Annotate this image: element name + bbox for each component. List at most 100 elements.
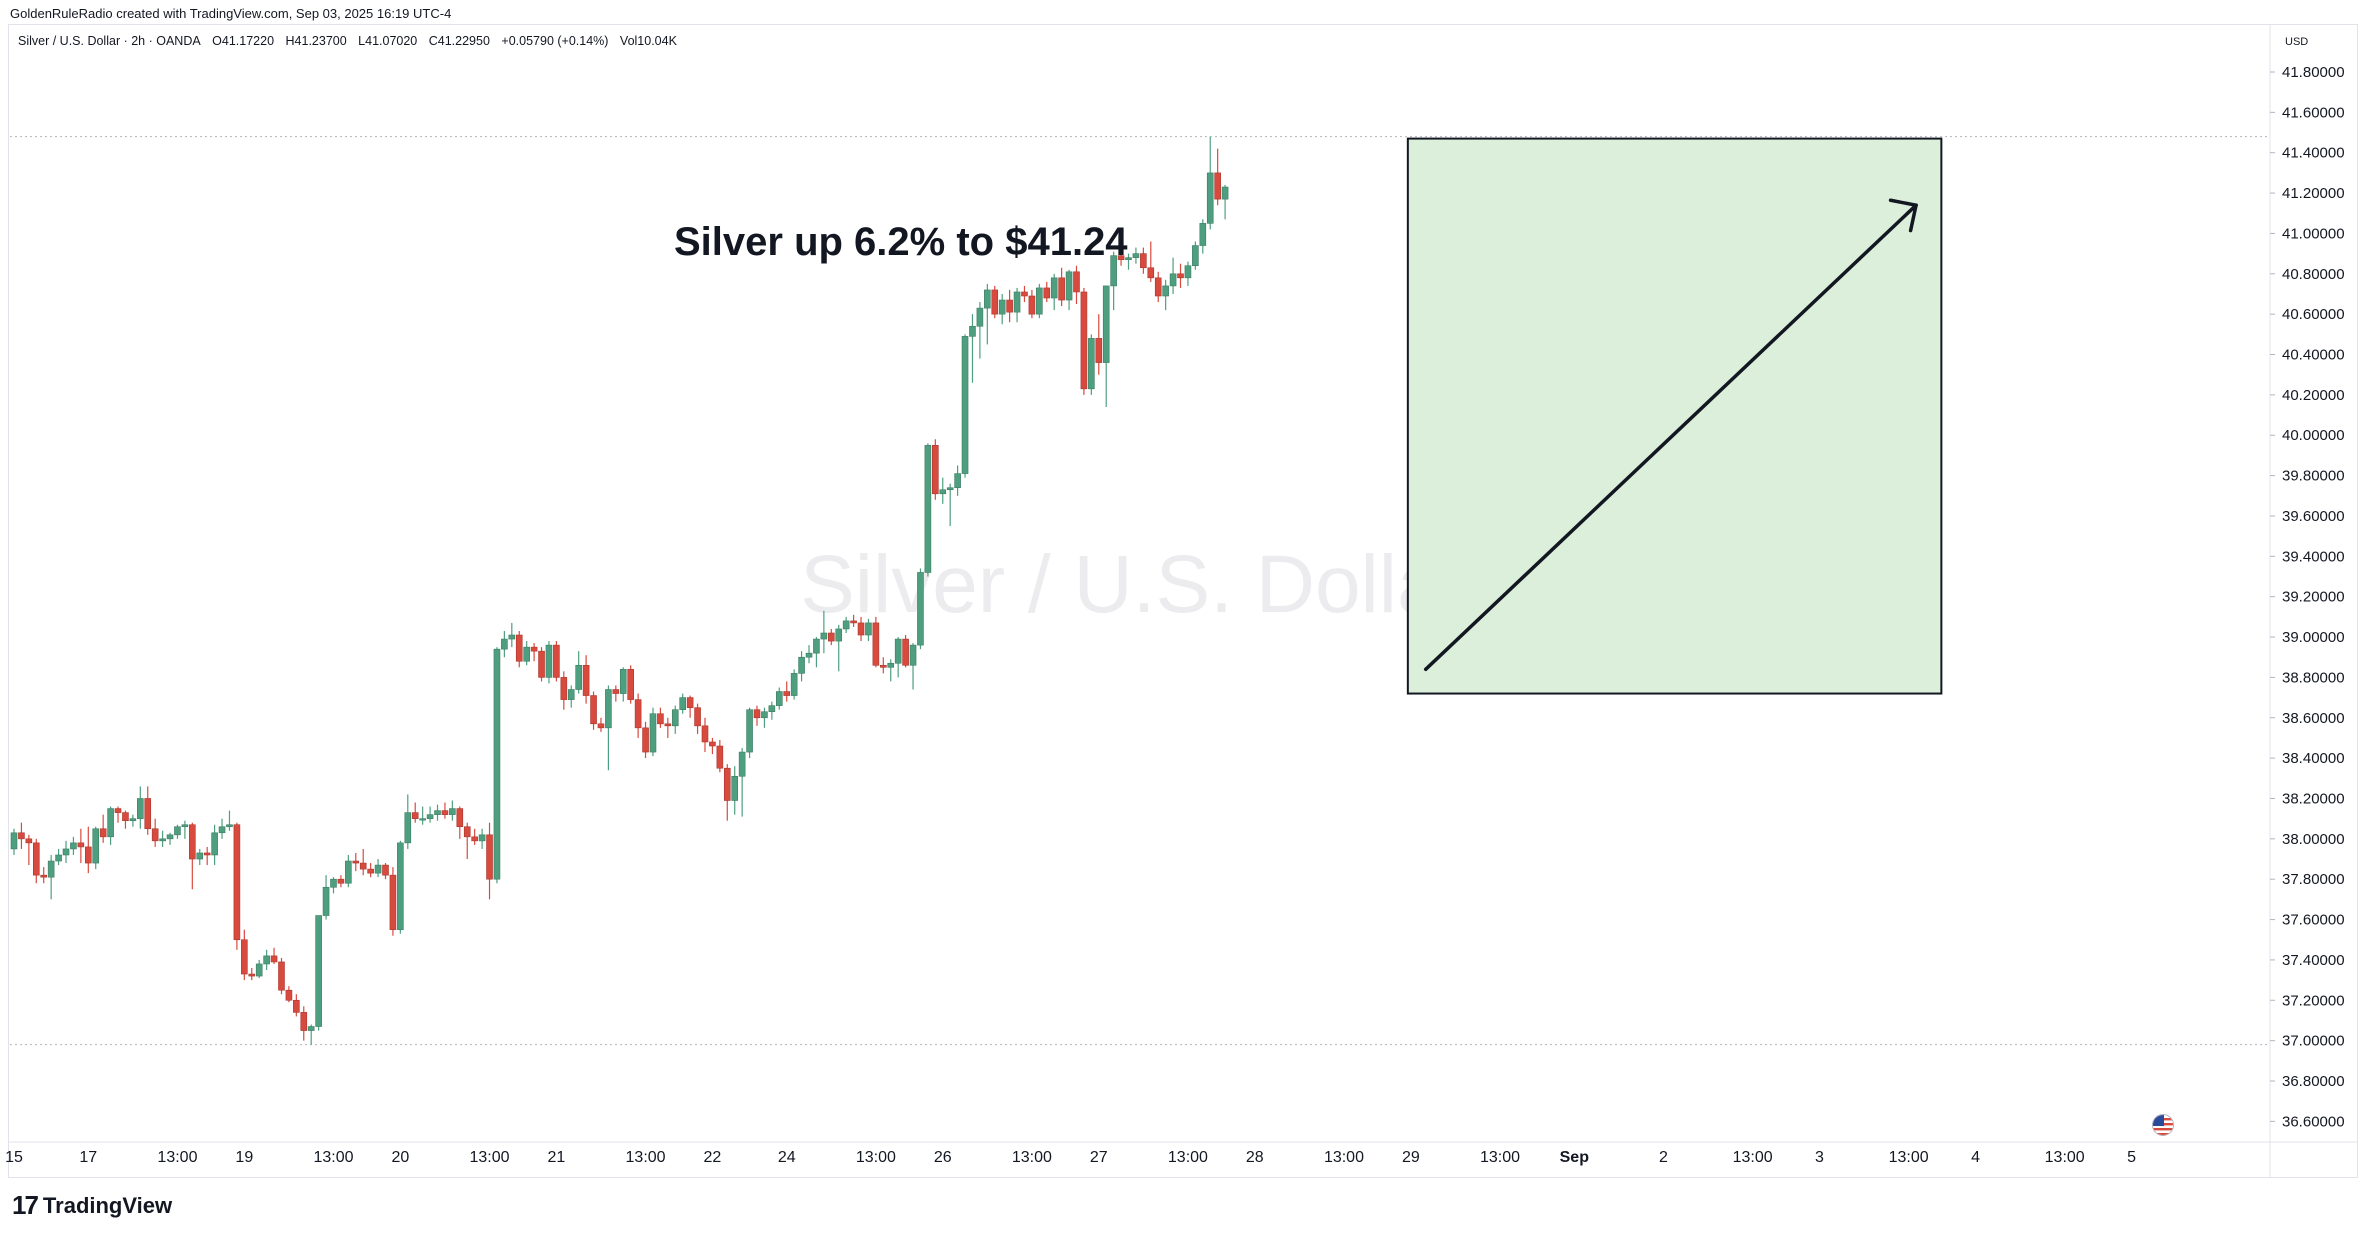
high-value: H41.23700: [285, 34, 347, 48]
candle-body: [426, 814, 434, 819]
candle-up: [545, 641, 553, 684]
candle-up: [1050, 273, 1058, 311]
candle-up: [434, 804, 441, 821]
candle-up: [731, 766, 739, 815]
currency-label[interactable]: USD: [2285, 36, 2309, 48]
candle-down: [701, 717, 709, 753]
candle-up: [909, 643, 917, 690]
candle-down: [686, 695, 694, 718]
candle-down: [902, 635, 909, 668]
candle-up: [738, 748, 746, 817]
candle-body: [798, 656, 805, 674]
candle-body: [1184, 265, 1192, 279]
candle-body: [293, 999, 300, 1013]
candle-body: [1206, 172, 1214, 224]
candle-body: [99, 828, 107, 838]
y-tick-label: 39.00000: [2282, 629, 2345, 646]
candle-down: [248, 967, 256, 981]
x-tick-label: 5: [2127, 1149, 2136, 1166]
candle-down: [293, 994, 300, 1017]
candle-body: [55, 854, 62, 862]
candle-body: [397, 842, 404, 930]
candle-body: [649, 713, 657, 753]
candle-down: [872, 616, 880, 668]
candle-body: [902, 638, 909, 666]
x-tick-label: 13:00: [1889, 1149, 1929, 1166]
candle-down: [389, 867, 397, 936]
candle-body: [1221, 186, 1229, 200]
brand-label: TradingView: [42, 1192, 173, 1218]
candle-body: [486, 834, 493, 880]
candle-down: [597, 717, 605, 732]
candle-up: [649, 707, 657, 757]
text-annotation[interactable]: Silver up 6.2% to $41.24: [674, 220, 1128, 264]
candle-up: [961, 334, 969, 478]
candle-down: [367, 863, 374, 878]
candle-down: [642, 721, 649, 759]
candle-up: [924, 443, 932, 577]
candle-body: [1095, 338, 1103, 363]
candle-body: [671, 709, 679, 727]
candle-up: [842, 616, 850, 634]
candle-body: [508, 634, 516, 640]
candle-body: [137, 798, 144, 819]
candle-down: [18, 822, 25, 849]
y-tick-label: 40.60000: [2282, 306, 2345, 323]
candle-up: [397, 840, 404, 934]
candle-body: [932, 445, 939, 495]
candle-body: [70, 842, 77, 850]
candle-body: [1162, 285, 1169, 297]
candle-body: [1132, 253, 1140, 258]
candle-body: [657, 713, 664, 725]
candle-down: [471, 828, 478, 845]
x-tick-label: 26: [934, 1149, 952, 1166]
us-flag-icon[interactable]: [2152, 1114, 2174, 1136]
x-tick-label: 24: [778, 1149, 796, 1166]
candle-body: [1036, 287, 1043, 315]
candle-up: [746, 707, 753, 759]
candle-up: [10, 828, 18, 855]
candle-body: [597, 723, 605, 729]
candle-down: [694, 703, 701, 734]
candle-up: [1169, 257, 1177, 294]
x-tick-label: 4: [1971, 1149, 1980, 1166]
candle-body: [107, 808, 114, 838]
y-tick-label: 37.80000: [2282, 871, 2345, 888]
candle-body: [47, 860, 55, 878]
y-tick-label: 40.20000: [2282, 387, 2345, 404]
candle-up: [1206, 136, 1214, 230]
candle-body: [25, 838, 33, 844]
candle-up: [330, 877, 337, 894]
candle-up: [790, 669, 798, 700]
candle-body: [753, 709, 761, 719]
chart-frame: [8, 24, 2358, 1178]
candle-body: [686, 697, 694, 708]
candle-up: [835, 624, 843, 672]
candle-down: [515, 630, 523, 668]
candle-body: [723, 767, 731, 801]
x-tick-label: 17: [79, 1149, 97, 1166]
candle-down: [612, 685, 620, 702]
tradingview-brand[interactable]: 17 TradingView: [12, 1190, 172, 1221]
candle-body: [463, 826, 471, 838]
candle-body: [1050, 277, 1058, 299]
candle-body: [1125, 257, 1132, 260]
candle-body: [560, 677, 568, 700]
candle-up: [820, 610, 828, 654]
candle-body: [954, 473, 961, 489]
candle-down: [1214, 148, 1221, 206]
candle-body: [77, 842, 85, 848]
symbol-label[interactable]: Silver / U.S. Dollar · 2h · OANDA: [18, 34, 201, 48]
x-tick-label: 2: [1659, 1149, 1668, 1166]
candle-body: [129, 818, 137, 821]
candle-down: [530, 643, 538, 662]
candle-down: [1095, 314, 1103, 375]
candle-up: [619, 667, 627, 702]
candle-down: [627, 665, 634, 704]
candle-body: [322, 886, 330, 916]
candle-body: [174, 826, 181, 836]
candle-body: [515, 634, 523, 662]
x-tick-label: 13:00: [856, 1149, 896, 1166]
candle-body: [761, 711, 768, 719]
